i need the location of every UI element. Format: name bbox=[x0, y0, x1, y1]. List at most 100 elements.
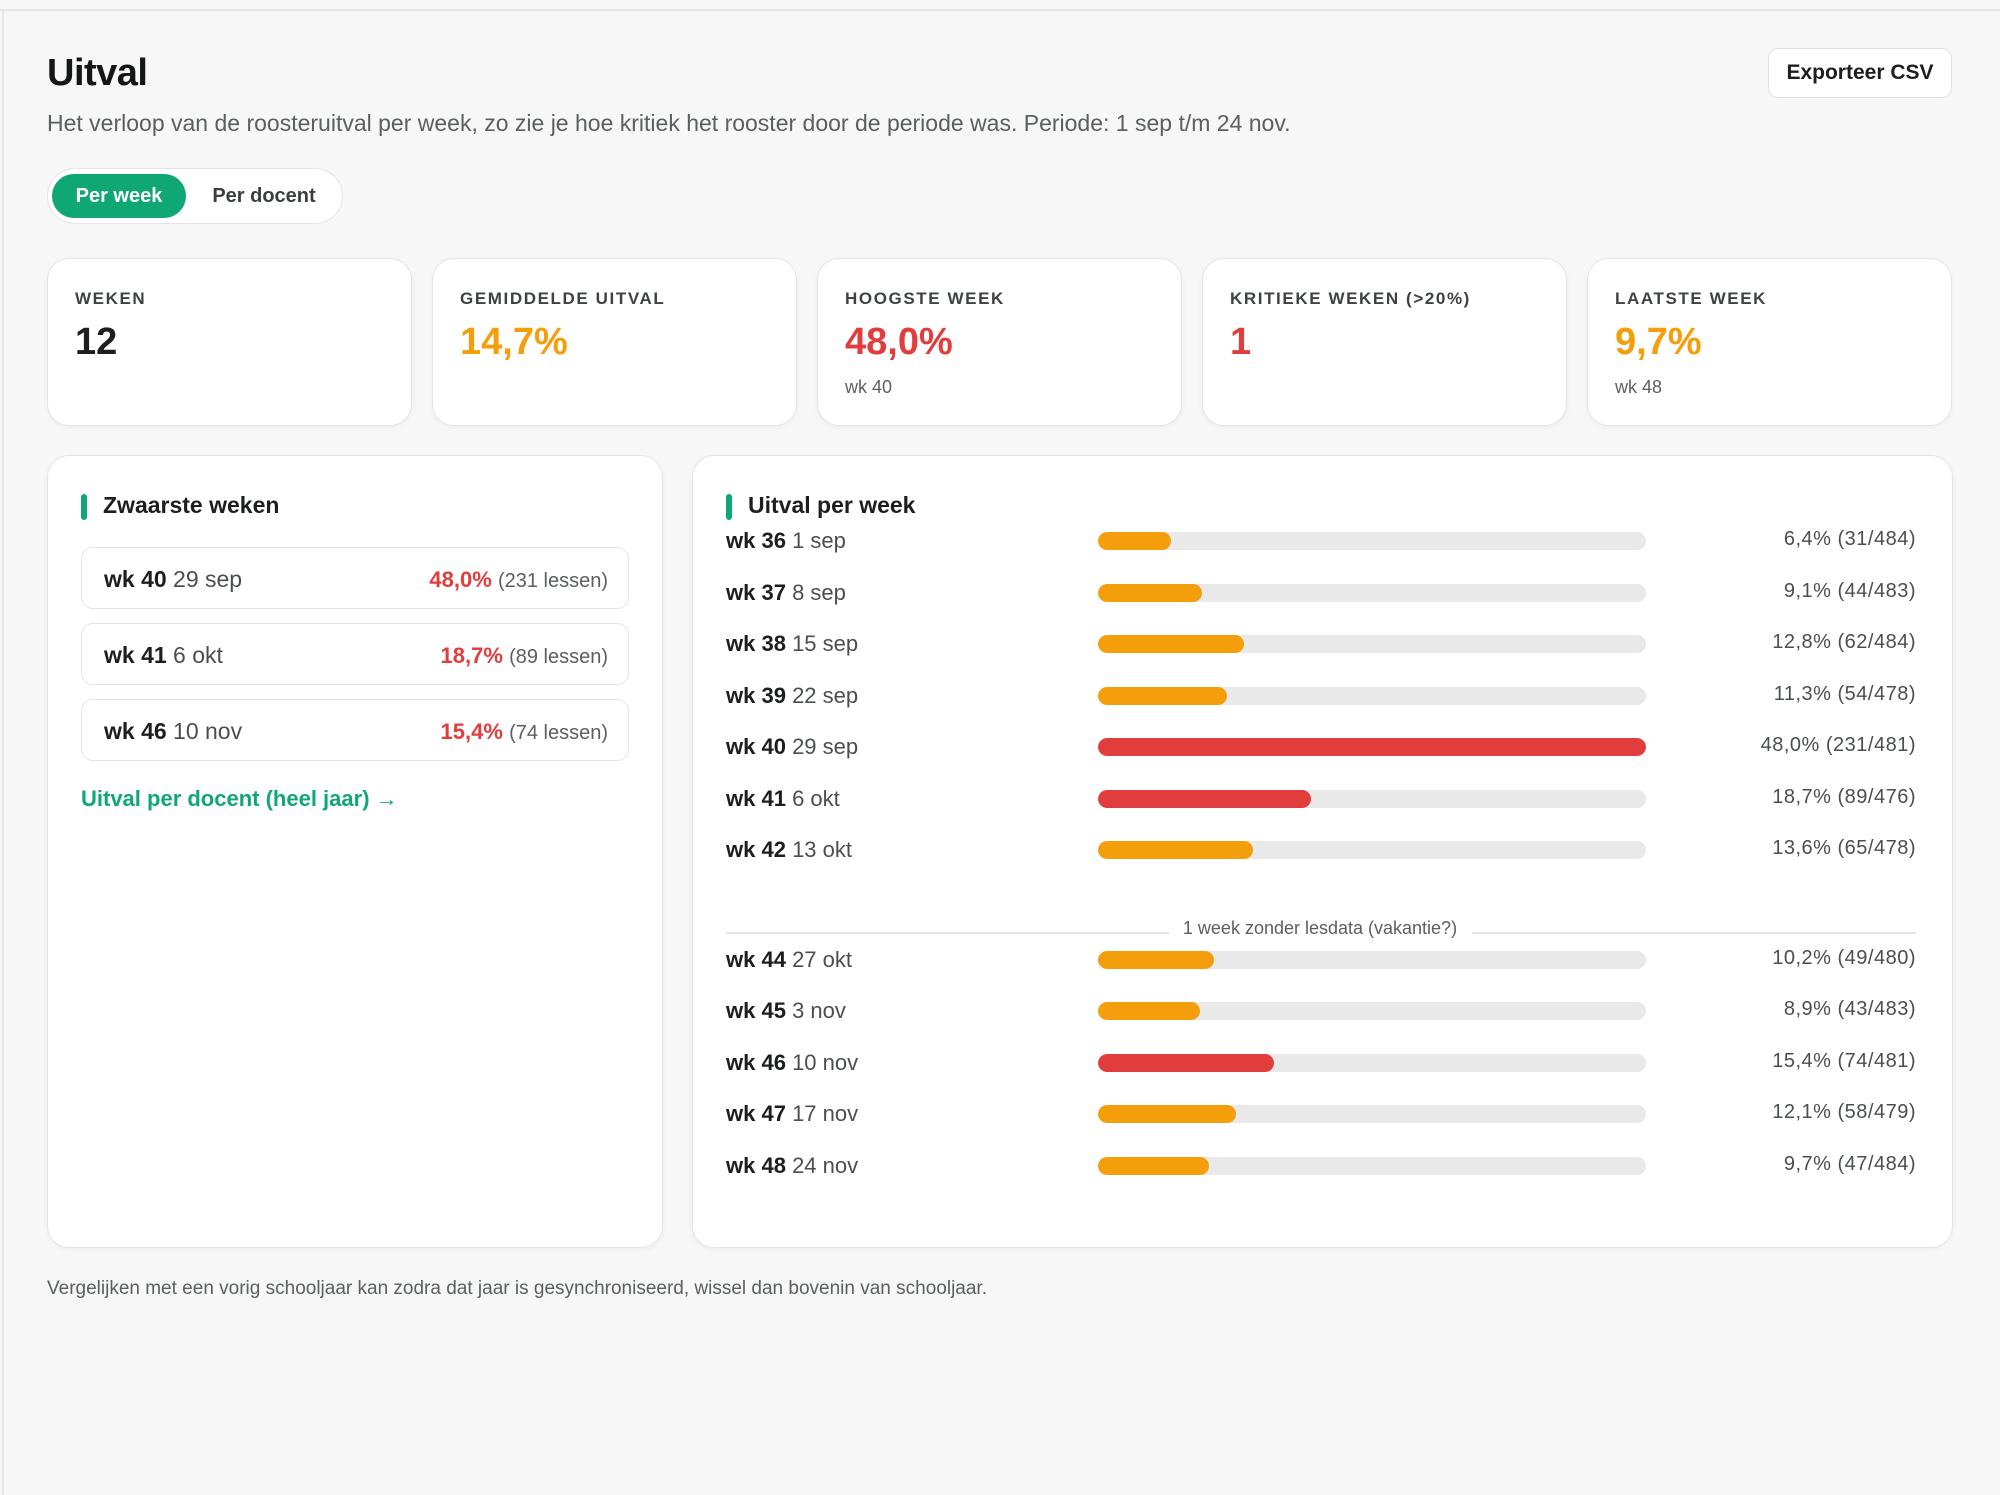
week-value: 48,0% (231/481) bbox=[1760, 734, 1916, 756]
bar-track bbox=[1098, 1157, 1646, 1175]
stat-value: 1 bbox=[1230, 321, 1252, 363]
week-label: wk 36 1 sep bbox=[726, 528, 846, 554]
week-label: wk 48 24 nov bbox=[726, 1153, 858, 1179]
week-number: wk 41 bbox=[104, 642, 167, 668]
stat-card-weeks: WEKEN 12 bbox=[47, 258, 412, 426]
bar-track bbox=[1098, 1002, 1646, 1020]
stat-card-critical: KRITIEKE WEKEN (>20%) 1 bbox=[1202, 258, 1567, 426]
week-value: 9,7% (47/484) bbox=[1783, 1153, 1916, 1175]
left-divider bbox=[2, 10, 4, 1495]
stat-card-average: GEMIDDELDE UITVAL 14,7% bbox=[432, 258, 797, 426]
page-subtitle: Het verloop van de roosteruitval per wee… bbox=[47, 110, 1291, 136]
panel-title-text: Uitval per week bbox=[748, 492, 916, 518]
title-accent-bar bbox=[726, 494, 732, 520]
bar-fill bbox=[1098, 532, 1172, 550]
bar-track bbox=[1098, 635, 1646, 653]
view-toggle: Per week Per docent bbox=[47, 168, 343, 224]
week-lessons: (89 lessen) bbox=[509, 646, 608, 668]
title-accent-bar bbox=[81, 494, 87, 520]
bar-fill bbox=[1098, 1105, 1237, 1123]
stat-label: WEKEN bbox=[75, 289, 147, 308]
week-label: wk 45 3 nov bbox=[726, 998, 846, 1024]
week-number: wk 40 bbox=[726, 734, 786, 759]
week-row: wk 40 29 sep 48,0% (231/481) bbox=[726, 728, 1916, 764]
toggle-per-week[interactable]: Per week bbox=[52, 174, 186, 218]
week-value: 8,9% (43/483) bbox=[1783, 998, 1916, 1020]
week-percentage: 15,4% bbox=[440, 719, 503, 744]
week-number: wk 37 bbox=[726, 580, 786, 605]
panel-title-text: Zwaarste weken bbox=[103, 492, 280, 518]
bar-fill bbox=[1098, 1054, 1274, 1072]
week-date: 22 sep bbox=[792, 683, 859, 708]
bar-track bbox=[1098, 1105, 1646, 1123]
week-value: 13,6% (65/478) bbox=[1772, 837, 1916, 859]
week-value: 11,3% (54/478) bbox=[1773, 683, 1916, 705]
week-date: 29 sep bbox=[792, 734, 859, 759]
vacation-divider bbox=[726, 932, 1170, 934]
heaviest-week-item[interactable]: wk 40 29 sep 48,0% (231 lessen) bbox=[81, 547, 629, 609]
week-date: 6 okt bbox=[792, 786, 840, 811]
stat-sub: wk 40 bbox=[845, 377, 893, 397]
week-lessons: (74 lessen) bbox=[509, 722, 608, 744]
week-number: wk 48 bbox=[726, 1153, 786, 1178]
heaviest-weeks-panel: Zwaarste weken wk 40 29 sep 48,0% (231 l… bbox=[47, 455, 663, 1248]
week-value: 6,4% (31/484) bbox=[1783, 528, 1916, 550]
week-value: 15,4% (74/481) bbox=[1772, 1050, 1916, 1072]
heaviest-week-item[interactable]: wk 46 10 nov 15,4% (74 lessen) bbox=[81, 699, 629, 761]
week-date: 1 sep bbox=[792, 528, 846, 553]
week-percentage: 48,0% bbox=[429, 567, 492, 592]
week-value: 10,2% (49/480) bbox=[1772, 947, 1916, 969]
bar-track bbox=[1098, 841, 1646, 859]
bar-track bbox=[1098, 584, 1646, 602]
bar-fill bbox=[1098, 738, 1646, 756]
bar-fill bbox=[1098, 635, 1245, 653]
week-row: wk 38 15 sep 12,8% (62/484) bbox=[726, 625, 1916, 661]
panel-title: Zwaarste weken bbox=[81, 492, 280, 520]
week-date: 3 nov bbox=[792, 998, 846, 1023]
week-row: wk 37 8 sep 9,1% (44/483) bbox=[726, 574, 1916, 610]
week-number: wk 39 bbox=[726, 683, 786, 708]
week-row: wk 39 22 sep 11,3% (54/478) bbox=[726, 677, 1916, 713]
heaviest-week-item[interactable]: wk 41 6 okt 18,7% (89 lessen) bbox=[81, 623, 629, 685]
bar-fill bbox=[1098, 1157, 1209, 1175]
week-number: wk 46 bbox=[104, 718, 167, 744]
week-number: wk 44 bbox=[726, 947, 786, 972]
week-number: wk 42 bbox=[726, 837, 786, 862]
toggle-per-docent[interactable]: Per docent bbox=[212, 184, 316, 207]
week-label: wk 39 22 sep bbox=[726, 683, 858, 709]
absence-per-teacher-link[interactable]: Uitval per docent (heel jaar) → bbox=[81, 786, 398, 811]
week-number: wk 40 bbox=[104, 566, 167, 592]
week-number: wk 41 bbox=[726, 786, 786, 811]
week-number: wk 45 bbox=[726, 998, 786, 1023]
bar-track bbox=[1098, 687, 1646, 705]
week-value: 12,8% (62/484) bbox=[1772, 631, 1916, 653]
week-row: wk 41 6 okt 18,7% (89/476) bbox=[726, 780, 1916, 816]
export-csv-button[interactable]: Exporteer CSV bbox=[1768, 48, 1952, 98]
bar-fill bbox=[1098, 841, 1254, 859]
week-row: wk 44 27 okt 10,2% (49/480) bbox=[726, 941, 1916, 977]
stat-value: 12 bbox=[75, 321, 118, 363]
stat-label: KRITIEKE WEKEN (>20%) bbox=[1230, 289, 1471, 308]
week-date: 8 sep bbox=[792, 580, 846, 605]
bar-fill bbox=[1098, 687, 1227, 705]
bar-track bbox=[1098, 532, 1646, 550]
week-date: 10 nov bbox=[792, 1050, 859, 1075]
week-row: wk 42 13 okt 13,6% (65/478) bbox=[726, 831, 1916, 867]
week-number: wk 46 bbox=[726, 1050, 786, 1075]
week-row: wk 36 1 sep 6,4% (31/484) bbox=[726, 522, 1916, 558]
week-value: 9,1% (44/483) bbox=[1783, 580, 1916, 602]
week-label: wk 40 29 sep bbox=[726, 734, 858, 760]
week-row: wk 47 17 nov 12,1% (58/479) bbox=[726, 1095, 1916, 1131]
week-label: wk 44 27 okt bbox=[726, 947, 852, 973]
bar-track bbox=[1098, 738, 1646, 756]
week-date: 10 nov bbox=[173, 718, 243, 744]
week-row: wk 48 24 nov 9,7% (47/484) bbox=[726, 1147, 1916, 1183]
week-number: wk 47 bbox=[726, 1101, 786, 1126]
stat-label: GEMIDDELDE UITVAL bbox=[460, 289, 666, 308]
stat-label: HOOGSTE WEEK bbox=[845, 289, 1005, 308]
vacation-gap-label: 1 week zonder lesdata (vakantie?) bbox=[693, 918, 1947, 939]
week-number: wk 36 bbox=[726, 528, 786, 553]
panel-title: Uitval per week bbox=[726, 492, 916, 520]
week-percentage: 18,7% bbox=[440, 643, 503, 668]
top-divider bbox=[0, 9, 2000, 11]
